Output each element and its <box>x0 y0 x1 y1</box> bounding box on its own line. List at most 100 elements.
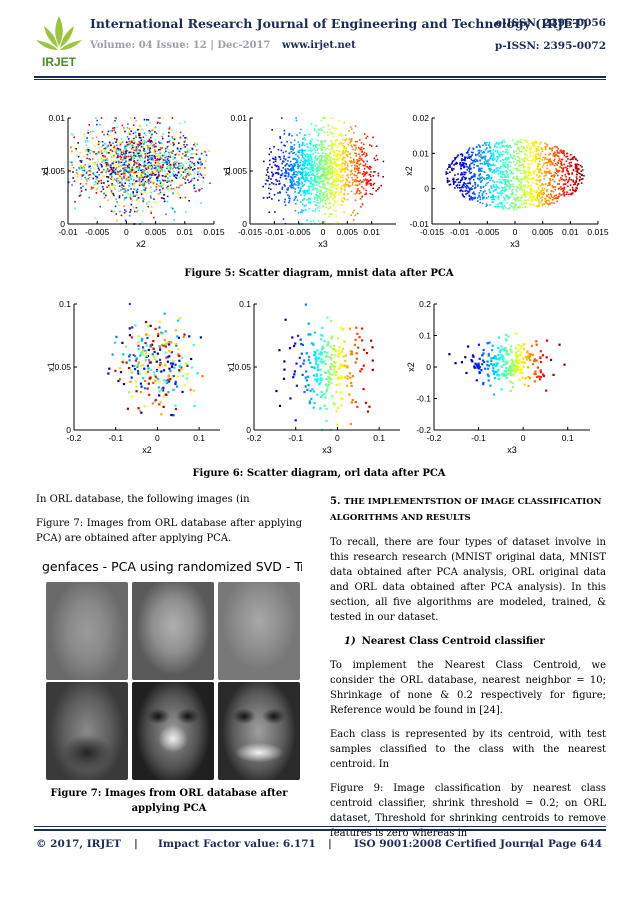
scatter-point <box>281 160 284 162</box>
scatter-point <box>149 343 152 347</box>
scatter-point <box>330 362 333 366</box>
scatter-point <box>295 170 297 173</box>
scatter-point <box>153 160 156 162</box>
scatter-point <box>133 163 135 166</box>
scatter-point <box>106 161 109 164</box>
scatter-point <box>155 174 158 176</box>
scatter-point <box>133 142 135 144</box>
scatter-point <box>304 163 306 166</box>
scatter-point <box>323 371 327 374</box>
scatter-point <box>127 153 130 155</box>
scatter-point <box>490 168 493 171</box>
scatter-point <box>476 146 478 148</box>
scatter-point <box>166 356 169 359</box>
scatter-point <box>546 161 549 164</box>
scatter-point <box>324 140 326 143</box>
scatter-point <box>536 197 538 200</box>
scatter-point <box>294 188 297 190</box>
scatter-point <box>319 378 322 382</box>
scatter-point <box>335 128 338 130</box>
scatter-point <box>354 193 356 195</box>
scatter-point <box>131 139 133 142</box>
scatter-point <box>80 178 83 181</box>
scatter-point <box>193 168 196 170</box>
scatter-point <box>106 164 109 167</box>
scatter-point <box>372 183 375 186</box>
website-link[interactable]: www.irjet.net <box>282 40 356 51</box>
scatter-point <box>491 194 494 197</box>
scatter-point <box>326 162 328 165</box>
scatter-point <box>495 171 497 173</box>
scatter-point <box>178 150 181 153</box>
scatter-point <box>293 152 296 154</box>
scatter-point <box>137 169 140 172</box>
scatter-point <box>451 168 453 171</box>
scatter-point <box>296 199 299 202</box>
y-tick-label: 0 <box>424 184 429 194</box>
scatter-point <box>182 175 185 178</box>
scatter-point <box>467 187 470 189</box>
scatter-point <box>131 168 134 171</box>
scatter-point <box>106 159 109 161</box>
scatter-point <box>129 154 132 156</box>
scatter-point <box>519 140 521 143</box>
scatter-point <box>356 165 359 168</box>
scatter-point <box>324 200 326 202</box>
scatter-point <box>92 186 95 189</box>
scatter-point <box>523 139 526 142</box>
scatter-point <box>563 194 566 196</box>
scatter-point <box>125 196 128 199</box>
scatter-point <box>294 191 296 193</box>
scatter-point <box>498 192 501 194</box>
scatter-point <box>114 131 117 134</box>
scatter-point <box>313 160 316 162</box>
scatter-point <box>528 147 531 150</box>
scatter-point <box>165 160 168 162</box>
scatter-point <box>479 146 481 148</box>
scatter-point <box>304 376 307 379</box>
scatter-point <box>373 182 376 185</box>
scatter-point <box>192 389 195 392</box>
scatter-point <box>314 176 316 179</box>
scatter-point <box>287 173 290 175</box>
scatter-point <box>82 174 84 176</box>
scatter-point <box>536 205 538 208</box>
scatter-point <box>575 170 578 172</box>
scatter-point <box>72 166 75 169</box>
scatter-point <box>151 157 154 159</box>
scatter-point <box>299 365 302 368</box>
scatter-point <box>181 374 185 378</box>
scatter-point <box>496 169 498 171</box>
scatter-point <box>345 150 347 152</box>
scatter-point <box>325 206 328 209</box>
scatter-point <box>317 152 319 154</box>
scatter-point <box>497 143 500 146</box>
scatter-point <box>546 195 549 198</box>
scatter-point <box>361 327 364 330</box>
scatter-point <box>329 151 332 153</box>
scatter-point <box>147 382 150 385</box>
scatter-point <box>296 134 298 136</box>
scatter-point <box>490 196 492 199</box>
scatter-point <box>285 150 287 153</box>
scatter-point <box>505 172 508 175</box>
scatter-point <box>130 147 133 150</box>
scatter-point <box>480 177 482 180</box>
scatter-point <box>124 182 126 185</box>
scatter-point <box>334 196 336 199</box>
scatter-point <box>143 139 146 142</box>
scatter-point <box>359 198 362 200</box>
scatter-point <box>348 160 351 162</box>
scatter-point <box>325 377 328 380</box>
scatter-point <box>501 189 504 191</box>
scatter-point <box>488 177 490 180</box>
scatter-point <box>570 161 572 164</box>
scatter-point <box>355 154 357 157</box>
scatter-point <box>161 165 164 167</box>
scatter-point <box>554 151 556 154</box>
scatter-point <box>313 128 316 131</box>
scatter-point <box>310 220 312 223</box>
scatter-point <box>500 388 503 391</box>
scatter-point <box>527 163 529 165</box>
scatter-point <box>359 139 361 141</box>
